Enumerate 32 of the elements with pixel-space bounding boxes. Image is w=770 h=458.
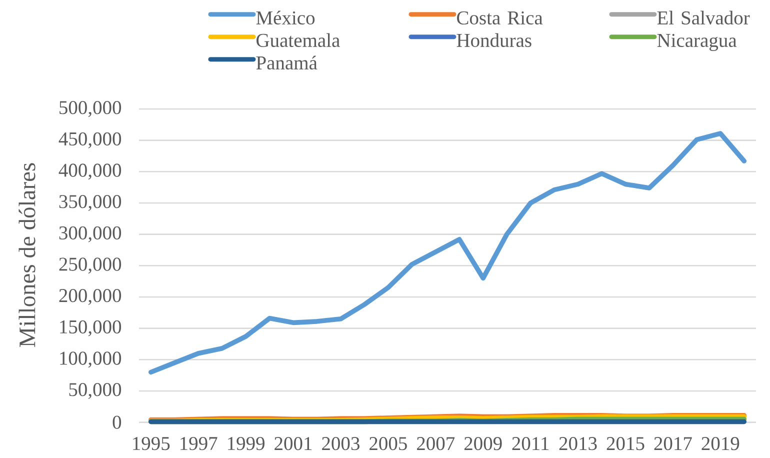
y-tick-label: 500,000 [60, 101, 122, 117]
x-tick-label: 1995 [133, 437, 170, 450]
legend-label: Honduras [456, 33, 532, 48]
x-tick-label: 2019 [702, 437, 740, 450]
y-tick-label: 0 [112, 416, 122, 429]
y-axis-title: Millones de dólares [18, 163, 36, 347]
y-tick-label: 100,000 [60, 352, 122, 368]
y-tick-label: 450,000 [58, 132, 122, 148]
legend-label: Costa Rica [457, 11, 543, 25]
legend-label: México [256, 10, 315, 25]
y-tick-label: 250,000 [59, 258, 122, 274]
x-tick-label: 2011 [512, 437, 549, 450]
y-tick-label: 350,000 [59, 195, 122, 211]
x-tick-label: 2009 [464, 437, 502, 450]
legend-label: Nicaragua [657, 34, 737, 52]
x-tick-label: 2005 [370, 437, 407, 450]
legend-label: Panamá [256, 56, 318, 70]
y-tick-label: 300,000 [59, 226, 122, 242]
legend-label: Guatemala [256, 33, 340, 48]
x-tick-label: 2003 [322, 437, 360, 450]
y-tick-label: 400,000 [58, 164, 122, 180]
x-tick-label: 2017 [654, 437, 692, 450]
x-tick-label: 2001 [274, 437, 312, 450]
y-tick-label: 200,000 [59, 288, 122, 305]
x-tick-label: 2015 [606, 437, 644, 450]
y-tick-label: 150,000 [60, 320, 122, 336]
legend-label: El Salvador [657, 10, 750, 25]
y-tick-label: 50,000 [69, 382, 122, 399]
x-tick-label: 1999 [228, 437, 264, 450]
x-tick-label: 2013 [559, 437, 597, 450]
x-tick-label: 1997 [180, 437, 218, 450]
x-tick-label: 2007 [417, 437, 455, 450]
